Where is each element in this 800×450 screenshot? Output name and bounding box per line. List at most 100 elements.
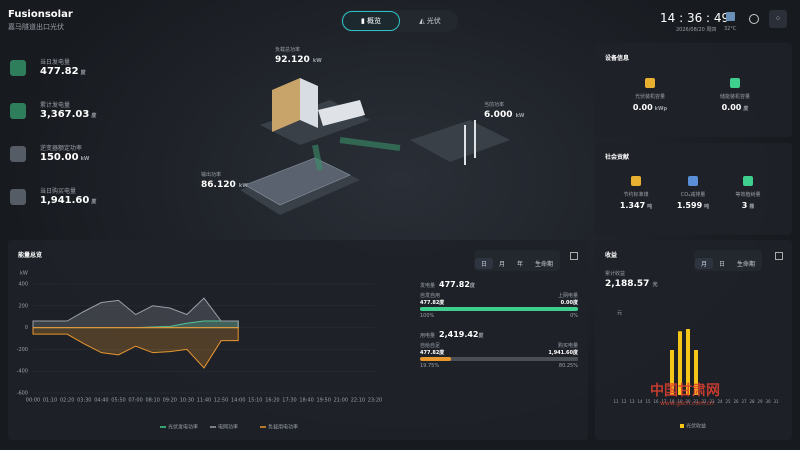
unit: 度 <box>91 113 97 119</box>
value: 477.82 <box>40 66 79 77</box>
unit: kW <box>80 156 90 162</box>
legend-label: 光伏收益 <box>686 423 706 430</box>
x-tick-label: 12 <box>621 399 627 404</box>
x-tick-label: 13 <box>629 399 635 404</box>
stat-icon <box>10 146 26 162</box>
x-tick-label: 15:10 <box>248 398 262 404</box>
temperature: 32°C <box>724 26 737 32</box>
menu-button[interactable]: ⁘ <box>769 10 787 28</box>
period-tab[interactable]: 月 <box>499 261 506 268</box>
tab-label: 光伏 <box>426 17 441 25</box>
flow-label: 负载总功率 <box>275 47 301 53</box>
x-tick-label: 15 <box>645 399 651 404</box>
x-tick-label: 30 <box>765 399 771 404</box>
item-label: 节约标准煤 <box>623 192 649 198</box>
legend-label: 负载用电功率 <box>268 424 298 431</box>
stat-label: 累计发电量 <box>40 102 71 109</box>
period-tab[interactable]: 年 <box>517 261 524 268</box>
x-tick-label: 23 <box>709 399 715 404</box>
unit: 度 <box>91 199 97 205</box>
value: 0.00 <box>632 103 653 112</box>
x-tick-label: 31 <box>773 399 779 404</box>
y-tick-label: -200 <box>17 347 28 353</box>
flow-value: 92.120 kW <box>275 55 322 65</box>
progress-bar-right <box>451 357 578 361</box>
x-tick-label: 16 <box>653 399 659 404</box>
logo: Fusionsolar <box>8 9 73 20</box>
item-label: 储能装机容量 <box>719 94 750 100</box>
energy-panel: 能量总览 日月 年 生命期 <box>8 240 588 440</box>
value: 3,367.03 <box>40 109 90 120</box>
progress-bar <box>420 307 578 311</box>
period-tab[interactable]: 生命期 <box>737 261 756 268</box>
x-tick-label: 03:30 <box>77 398 91 404</box>
x-tick-label: 29 <box>757 399 763 404</box>
unit: kW <box>312 58 322 64</box>
watermark: 中国甘肃网 <box>650 383 720 399</box>
flow-line <box>312 144 323 171</box>
stat-value: 1,941.60 度 <box>40 195 96 206</box>
period-tab[interactable]: 生命期 <box>535 261 554 268</box>
item-icon <box>631 176 641 186</box>
sub-label: 自发自用 <box>420 293 441 299</box>
period-tab[interactable]: 日 <box>719 261 726 268</box>
clock: 14 : 36 : 49 <box>660 11 730 25</box>
y-tick-label: -400 <box>17 369 28 375</box>
item-value: 0.00 kWp <box>620 103 680 112</box>
calendar-button[interactable] <box>775 252 783 260</box>
x-tick-label: 04:40 <box>94 398 108 404</box>
period-tabs: 日月 年 生命期 <box>474 250 561 271</box>
building <box>272 78 300 132</box>
unit: 元 <box>652 282 658 288</box>
x-tick-label: 28 <box>749 399 755 404</box>
value: 1.599 <box>676 201 703 210</box>
sub-label: 上网电量 <box>557 293 578 299</box>
settings-button[interactable] <box>749 14 759 24</box>
period-tab[interactable]: 月 <box>695 258 714 269</box>
x-tick-label: 26 <box>733 399 739 404</box>
x-tick-label: 14 <box>637 399 643 404</box>
pct-label: 19.75% <box>420 363 440 369</box>
pct-label: 80.25% <box>558 363 578 369</box>
bar <box>686 329 690 395</box>
x-tick-label: 21:00 <box>334 398 348 404</box>
tab-pv[interactable]: ◭ 光伏 <box>419 17 441 25</box>
sub-value: 0.00度 <box>560 300 578 306</box>
period-tab[interactable]: 日 <box>475 258 494 269</box>
area-line <box>32 297 239 329</box>
x-tick-label: 27 <box>741 399 747 404</box>
unit: 棵 <box>749 204 755 210</box>
item-icon <box>645 78 655 88</box>
x-tick-label: 11:40 <box>197 398 211 404</box>
stat-icon <box>10 60 26 76</box>
building-side <box>300 78 318 128</box>
flow-label: 当前功率 <box>484 102 505 108</box>
x-tick-label: 10:30 <box>180 398 194 404</box>
tab-overview[interactable]: ▮ 概览 <box>342 11 400 31</box>
stat-label: 当日发电量 <box>40 59 71 66</box>
y-tick-label: -600 <box>17 391 28 397</box>
panel-title: 能量总览 <box>18 252 43 259</box>
summary-head: 用电量 2,419.42度 <box>420 330 484 339</box>
panel-title: 设备信息 <box>605 55 630 62</box>
x-tick-label: 22 <box>701 399 707 404</box>
value: 477.82 <box>439 280 470 289</box>
x-tick-label: 19 <box>677 399 683 404</box>
value: 150.00 <box>40 152 79 163</box>
calendar-button[interactable] <box>570 252 578 260</box>
value: 6.000 <box>484 110 513 120</box>
stat-value: 3,367.03 度 <box>40 109 96 120</box>
x-tick-label: 14:00 <box>231 398 245 404</box>
period-tabs: 月日 生命期 <box>694 250 763 271</box>
item-value: 0.00 度 <box>705 103 765 112</box>
device-panel: 设备信息 <box>595 43 792 137</box>
stat-label: 逆变器额定功率 <box>40 145 83 152</box>
x-tick-label: 08:10 <box>145 398 159 404</box>
x-tick-label: 09:20 <box>163 398 177 404</box>
y-tick-label: 200 <box>18 303 28 309</box>
item-value: 1.599 吨 <box>663 201 723 210</box>
y-axis-label: 元 <box>617 311 622 317</box>
total: 2,188.57 元 <box>605 279 658 289</box>
